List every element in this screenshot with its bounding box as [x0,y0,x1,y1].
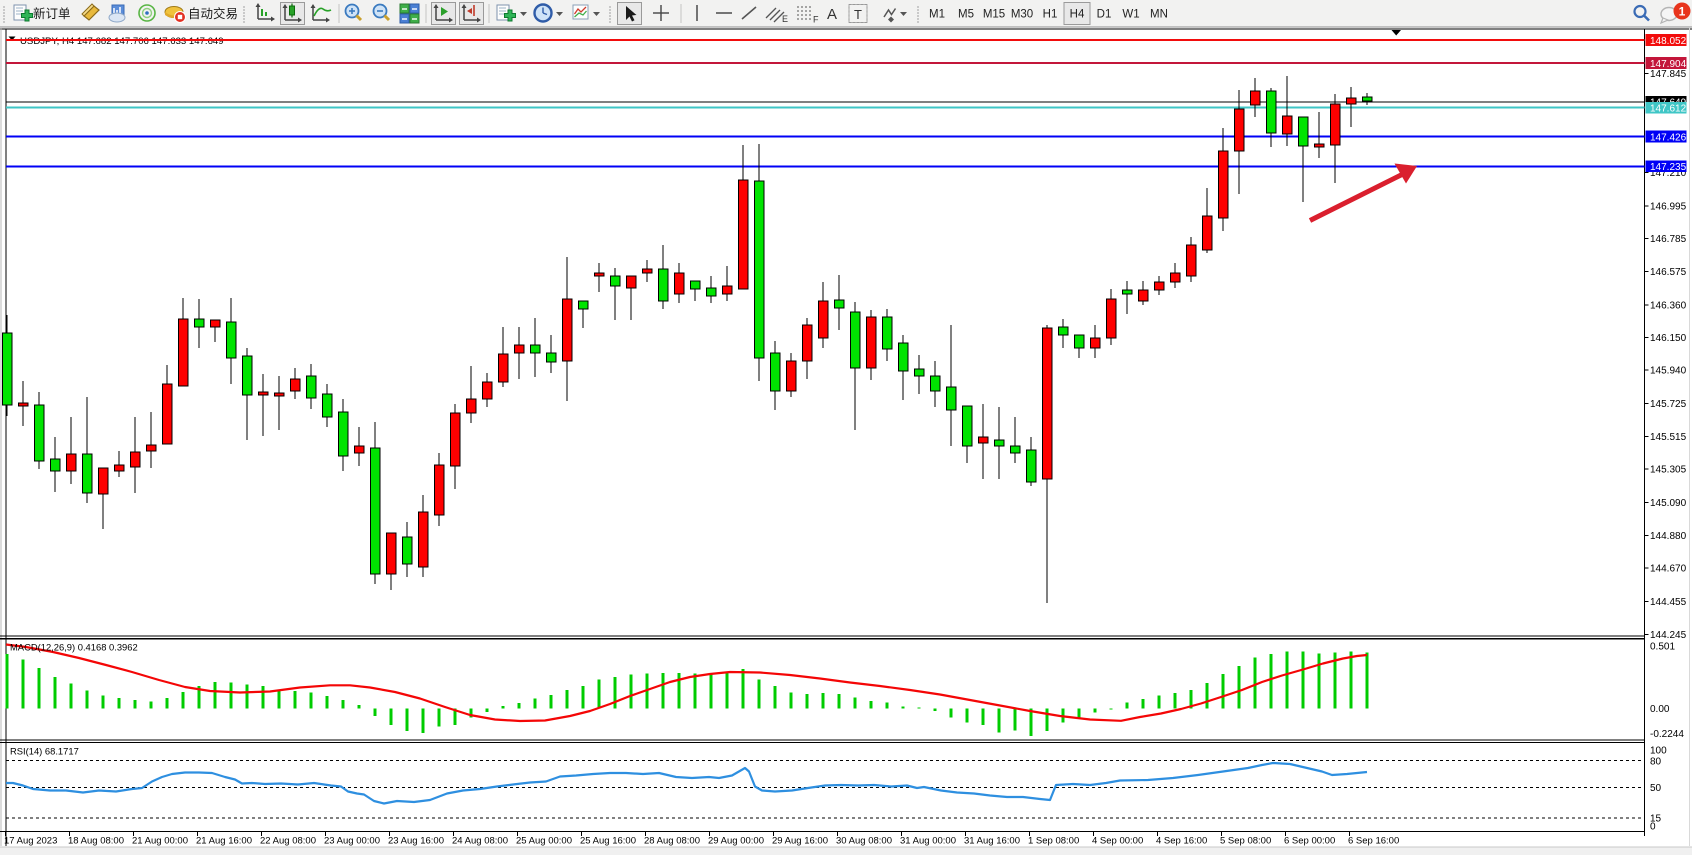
svg-text:H1: H1 [1043,9,1058,21]
svg-text:4 Sep 16:00: 4 Sep 16:00 [1156,836,1207,847]
svg-text:29 Aug 16:00: 29 Aug 16:00 [772,836,828,847]
svg-text:E: E [782,14,788,24]
svg-text:21 Aug 00:00: 21 Aug 00:00 [132,836,188,847]
svg-text:MN: MN [1150,9,1168,21]
svg-text:6 Sep 16:00: 6 Sep 16:00 [1348,836,1399,847]
svg-text:M30: M30 [1011,9,1033,21]
svg-text:145.940: 145.940 [1650,366,1687,377]
svg-text:147.210: 147.210 [1650,168,1687,179]
svg-text:0.501: 0.501 [1650,642,1675,653]
svg-text:30 Aug 08:00: 30 Aug 08:00 [836,836,892,847]
svg-text:50: 50 [1650,783,1662,794]
svg-text:145.725: 145.725 [1650,399,1687,410]
svg-text:21 Aug 16:00: 21 Aug 16:00 [196,836,252,847]
svg-text:147.845: 147.845 [1650,69,1687,80]
svg-text:100: 100 [1650,746,1667,757]
svg-text:144.670: 144.670 [1650,564,1687,575]
svg-text:RSI(14) 68.1717: RSI(14) 68.1717 [10,746,79,757]
svg-text:H4: H4 [1070,9,1085,21]
svg-text:147.426: 147.426 [1650,132,1687,143]
svg-text:0: 0 [1650,822,1656,833]
svg-text:0.00: 0.00 [1650,704,1670,715]
svg-text:31 Aug 16:00: 31 Aug 16:00 [964,836,1020,847]
svg-text:USDJPY, H4 147.682 147.706 147: USDJPY, H4 147.682 147.706 147.633 147.6… [20,36,224,47]
svg-text:1: 1 [1679,5,1686,19]
svg-text:144.245: 144.245 [1650,630,1687,641]
svg-text:M1: M1 [929,9,945,21]
svg-text:自动交易: 自动交易 [188,6,238,21]
svg-text:144.880: 144.880 [1650,531,1687,542]
svg-text:F: F [813,15,819,25]
svg-text:146.575: 146.575 [1650,267,1687,278]
svg-text:147.904: 147.904 [1650,59,1687,70]
svg-text:1 Sep 08:00: 1 Sep 08:00 [1028,836,1079,847]
svg-text:D1: D1 [1097,9,1112,21]
svg-text:5 Sep 08:00: 5 Sep 08:00 [1220,836,1271,847]
svg-text:18 Aug 08:00: 18 Aug 08:00 [68,836,124,847]
svg-text:-0.2244: -0.2244 [1650,729,1684,740]
svg-text:6 Sep 00:00: 6 Sep 00:00 [1284,836,1335,847]
svg-text:22 Aug 08:00: 22 Aug 08:00 [260,836,316,847]
svg-text:146.995: 146.995 [1650,201,1687,212]
svg-text:146.150: 146.150 [1650,333,1687,344]
svg-text:M5: M5 [958,9,974,21]
svg-text:28 Aug 08:00: 28 Aug 08:00 [644,836,700,847]
svg-text:25 Aug 16:00: 25 Aug 16:00 [580,836,636,847]
svg-text:17 Aug 2023: 17 Aug 2023 [4,836,57,847]
svg-text:新订单: 新订单 [33,6,71,21]
svg-text:80: 80 [1650,757,1662,768]
svg-text:29 Aug 00:00: 29 Aug 00:00 [708,836,764,847]
svg-text:23 Aug 00:00: 23 Aug 00:00 [324,836,380,847]
svg-text:147.612: 147.612 [1650,104,1687,115]
svg-text:W1: W1 [1122,9,1139,21]
svg-text:144.455: 144.455 [1650,597,1687,608]
svg-text:145.515: 145.515 [1650,432,1687,443]
svg-text:146.785: 146.785 [1650,234,1687,245]
svg-text:A: A [827,6,837,23]
svg-text:25 Aug 00:00: 25 Aug 00:00 [516,836,572,847]
svg-text:31 Aug 00:00: 31 Aug 00:00 [900,836,956,847]
svg-text:145.305: 145.305 [1650,465,1687,476]
svg-text:146.360: 146.360 [1650,300,1687,311]
svg-text:MACD(12,26,9) 0.4168 0.3962: MACD(12,26,9) 0.4168 0.3962 [10,642,138,653]
svg-text:145.090: 145.090 [1650,498,1687,509]
svg-text:23 Aug 16:00: 23 Aug 16:00 [388,836,444,847]
svg-text:M15: M15 [983,9,1005,21]
svg-text:T: T [854,7,862,22]
svg-text:147.235: 147.235 [1650,162,1687,173]
svg-text:24 Aug 08:00: 24 Aug 08:00 [452,836,508,847]
svg-text:4 Sep 00:00: 4 Sep 00:00 [1092,836,1143,847]
svg-text:15: 15 [1650,814,1662,825]
svg-text:148.052: 148.052 [1650,36,1687,47]
